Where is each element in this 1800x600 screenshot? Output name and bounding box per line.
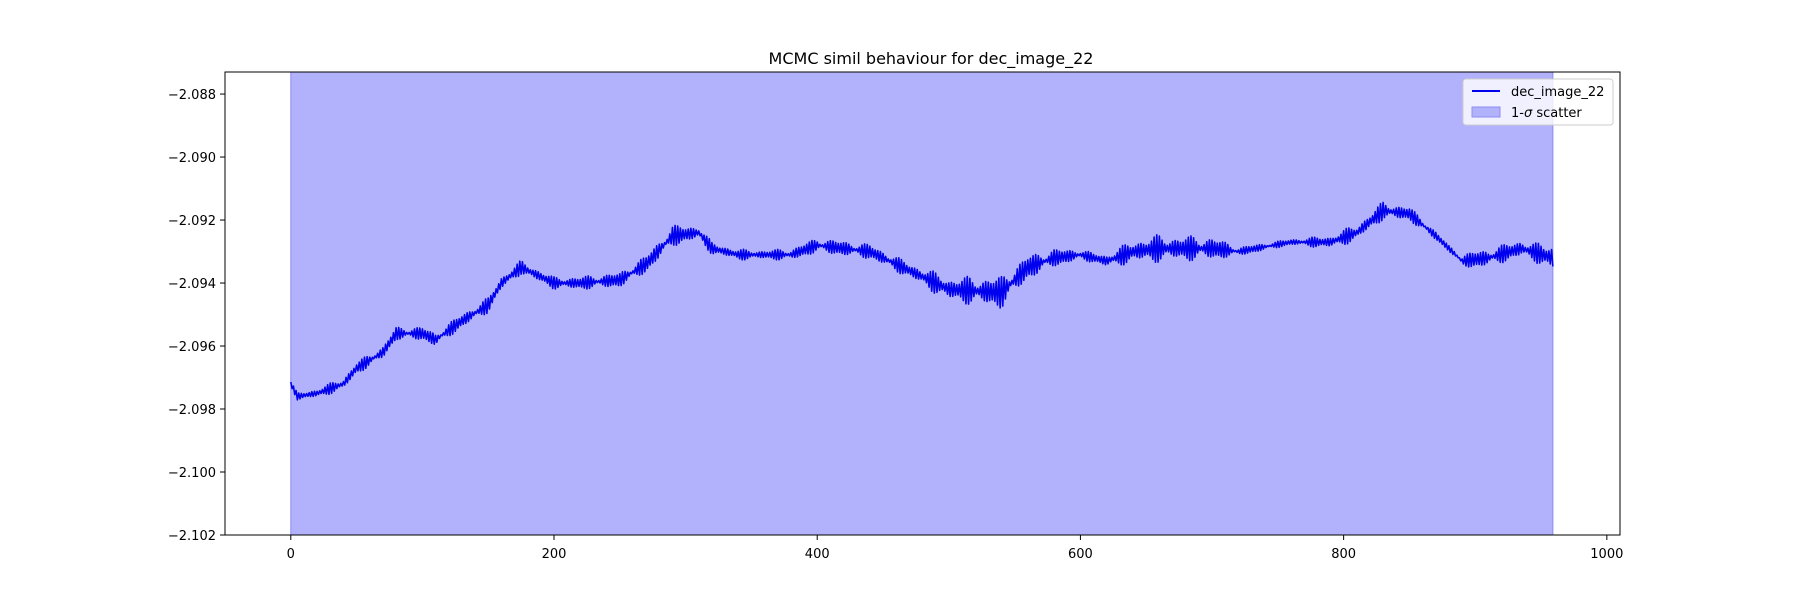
legend-band-label-sigma: σ [1524,106,1533,121]
series-line-layer [290,201,1554,401]
scatter-band-layer [290,71,1554,536]
x-tick-label: 600 [1068,547,1093,562]
x-tick-label: 400 [805,547,830,562]
x-tick-label: 1000 [1590,547,1623,562]
y-tick-label: −2.090 [168,151,216,166]
y-tick-label: −2.100 [168,466,216,481]
legend-band-label-prefix: 1- [1511,106,1524,121]
legend: dec_image_22 1-σ scatter [1462,78,1614,126]
y-tick-label: −2.096 [168,340,216,355]
y-tick-label: −2.094 [168,277,216,292]
legend-band-swatch [1471,106,1501,118]
chart-title: MCMC simil behaviour for dec_image_22 [769,49,1094,69]
legend-band-label-suffix: scatter [1532,106,1582,121]
y-axis: −2.102 −2.100 −2.098 −2.096 −2.094 −2.092 −2.0… [168,88,225,544]
series-line-dec-image-22 [290,201,1554,401]
legend-line-label: dec_image_22 [1511,85,1604,100]
y-tick-label: −2.088 [168,88,216,103]
x-tick-label: 200 [542,547,567,562]
x-axis: 0 200 400 600 800 1000 [287,535,1623,562]
legend-band-label: 1-σ scatter [1511,106,1582,121]
y-tick-label: −2.092 [168,214,216,229]
plot-frame [224,71,1621,536]
y-tick-label: −2.098 [168,403,216,418]
scatter-band [290,71,1554,536]
x-tick-label: 0 [287,547,295,562]
x-tick-label: 800 [1331,547,1356,562]
y-tick-label: −2.102 [168,529,216,544]
